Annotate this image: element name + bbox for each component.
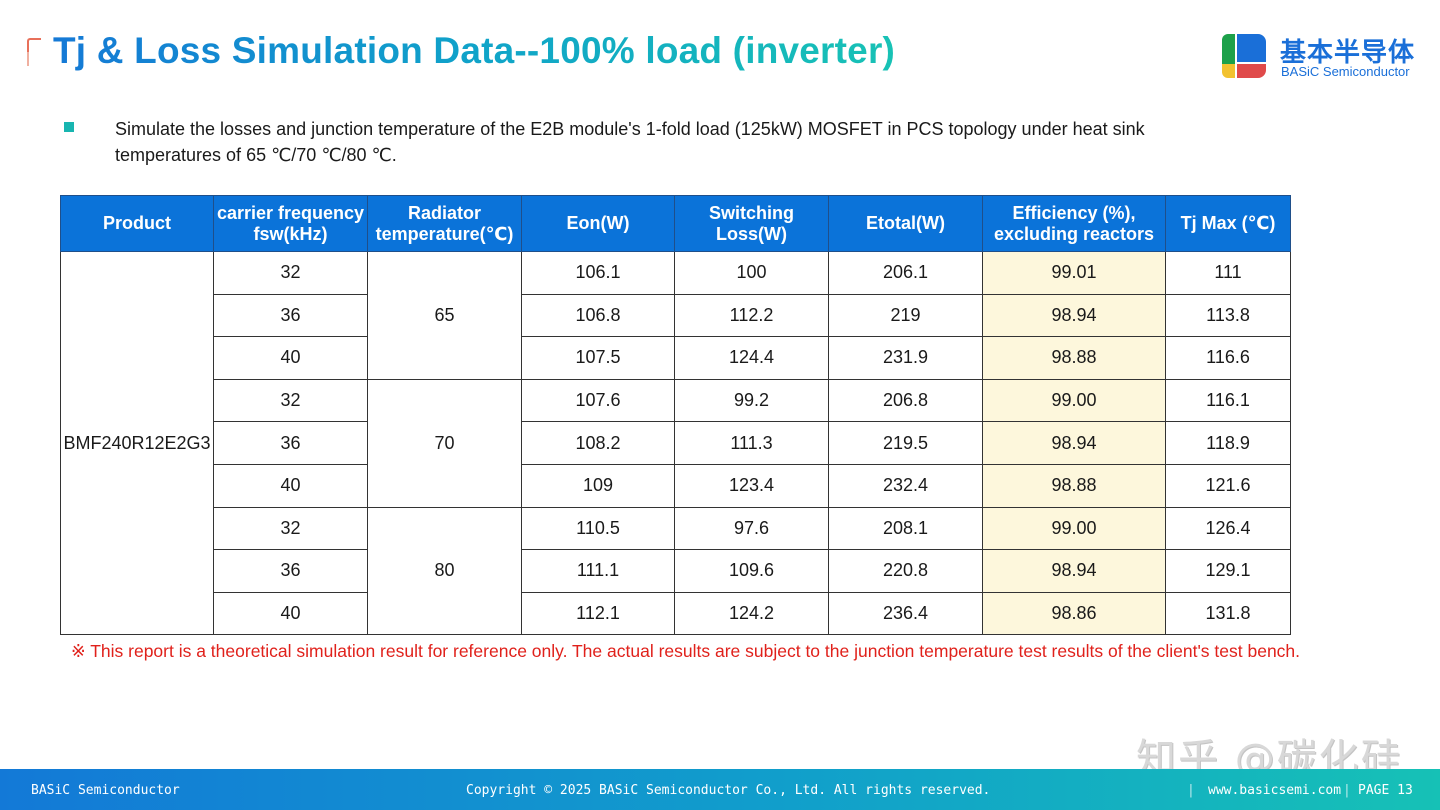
title-bracket-icon [27, 38, 41, 66]
table-row: 40 107.5 124.4 231.9 98.88 116.6 [61, 336, 1291, 380]
efficiency-cell: 99.00 [982, 506, 1166, 551]
table-row: 40 112.1 124.2 236.4 98.86 131.8 [61, 591, 1291, 636]
table-row: 36 106.8 112.2 219 98.94 113.8 [61, 293, 1291, 338]
eon-cell: 108.2 [521, 421, 675, 465]
footer-company: BASiC Semiconductor [31, 783, 180, 798]
switching-loss-cell: 124.4 [674, 336, 829, 380]
tj-max-cell: 131.8 [1165, 591, 1291, 636]
eon-cell: 107.6 [521, 378, 675, 423]
tj-max-cell: 126.4 [1165, 506, 1291, 551]
tj-max-cell: 121.6 [1165, 463, 1291, 508]
etotal-cell: 219 [828, 293, 983, 338]
tj-max-cell: 129.1 [1165, 549, 1291, 593]
header-switching-loss: Switching Loss(W) [674, 195, 829, 252]
radiator-temp-cell: 80 [367, 506, 522, 636]
radiator-temp-cell: 70 [367, 378, 522, 508]
fsw-cell: 36 [213, 549, 368, 593]
table-row: 36 108.2 111.3 219.5 98.94 118.9 [61, 421, 1291, 465]
switching-loss-cell: 124.2 [674, 591, 829, 636]
header-efficiency: Efficiency (%), excluding reactors [982, 195, 1166, 252]
disclaimer-note: ※ This report is a theoretical simulatio… [71, 641, 1301, 661]
table-row: 32 70 107.6 99.2 206.8 99.00 116.1 [61, 378, 1291, 508]
logo-mark-icon [1222, 34, 1268, 78]
tj-max-cell: 118.9 [1165, 421, 1291, 465]
etotal-cell: 219.5 [828, 421, 983, 465]
fsw-cell: 40 [213, 336, 368, 380]
efficiency-cell: 98.86 [982, 591, 1166, 636]
fsw-cell: 36 [213, 421, 368, 465]
page-title: Tj & Loss Simulation Data--100% load (in… [53, 30, 896, 71]
header-eon: Eon(W) [521, 195, 675, 252]
efficiency-cell: 99.00 [982, 378, 1166, 423]
table-row: 32 80 110.5 97.6 208.1 99.00 126.4 [61, 506, 1291, 636]
efficiency-cell: 98.94 [982, 421, 1166, 465]
eon-cell: 111.1 [521, 549, 675, 593]
efficiency-cell: 98.88 [982, 336, 1166, 380]
tj-max-cell: 116.1 [1165, 378, 1291, 423]
tj-max-cell: 113.8 [1165, 293, 1291, 338]
switching-loss-cell: 109.6 [674, 549, 829, 593]
fsw-cell: 40 [213, 591, 368, 636]
switching-loss-cell: 112.2 [674, 293, 829, 338]
eon-cell: 107.5 [521, 336, 675, 380]
fsw-cell: 36 [213, 293, 368, 338]
table-row: 40 109 123.4 232.4 98.88 121.6 [61, 463, 1291, 508]
table-row: BMF240R12E2G3 32 65 106.1 100 206.1 99.0… [60, 250, 1291, 636]
header-carrier-frequency: carrier frequency fsw(kHz) [213, 195, 368, 252]
etotal-cell: 208.1 [828, 506, 983, 551]
logo-chinese-name: 基本半导体 [1280, 38, 1416, 68]
radiator-temp-cell: 65 [367, 251, 522, 380]
etotal-cell: 206.8 [828, 378, 983, 423]
switching-loss-cell: 97.6 [674, 506, 829, 551]
fsw-cell: 40 [213, 463, 368, 508]
logo-english-name: BASiC Semiconductor [1281, 64, 1410, 79]
efficiency-cell: 98.88 [982, 463, 1166, 508]
etotal-cell: 236.4 [828, 591, 983, 636]
intro-text: Simulate the losses and junction tempera… [115, 119, 1145, 165]
footer-separator: | [1187, 783, 1195, 798]
eon-cell: 110.5 [521, 506, 675, 551]
efficiency-cell: 99.01 [982, 251, 1166, 295]
page-number: PAGE 13 [1358, 783, 1413, 798]
footer-bar: BASiC Semiconductor Copyright © 2025 BAS… [0, 769, 1440, 810]
etotal-cell: 206.1 [828, 251, 983, 295]
footer-website: www.basicsemi.com [1208, 783, 1342, 798]
header-etotal: Etotal(W) [828, 195, 983, 252]
switching-loss-cell: 111.3 [674, 421, 829, 465]
table-row: 36 111.1 109.6 220.8 98.94 129.1 [61, 549, 1291, 593]
footer-copyright: Copyright © 2025 BASiC Semiconductor Co.… [466, 783, 991, 798]
switching-loss-cell: 123.4 [674, 463, 829, 508]
tj-max-cell: 111 [1165, 251, 1291, 295]
company-logo: 基本半导体 BASiC Semiconductor [1222, 34, 1422, 80]
efficiency-cell: 98.94 [982, 549, 1166, 593]
switching-loss-cell: 100 [674, 251, 829, 295]
bullet-square-icon [64, 122, 74, 132]
etotal-cell: 220.8 [828, 549, 983, 593]
table-header: Product carrier frequency fsw(kHz) Radia… [60, 195, 1291, 252]
etotal-cell: 232.4 [828, 463, 983, 508]
fsw-cell: 32 [213, 251, 368, 295]
eon-cell: 106.1 [521, 251, 675, 295]
tj-max-cell: 116.6 [1165, 336, 1291, 380]
fsw-cell: 32 [213, 506, 368, 551]
simulation-table: Product carrier frequency fsw(kHz) Radia… [60, 195, 1291, 636]
efficiency-cell: 98.94 [982, 293, 1166, 338]
header-radiator-temperature: Radiator temperature(℃) [367, 195, 522, 252]
header-product: Product [60, 195, 214, 252]
eon-cell: 112.1 [521, 591, 675, 636]
switching-loss-cell: 99.2 [674, 378, 829, 423]
eon-cell: 106.8 [521, 293, 675, 338]
etotal-cell: 231.9 [828, 336, 983, 380]
fsw-cell: 32 [213, 378, 368, 423]
header-tj-max: Tj Max (℃) [1165, 195, 1291, 252]
eon-cell: 109 [521, 463, 675, 508]
footer-separator: | [1343, 783, 1351, 798]
table-body: BMF240R12E2G3 32 65 106.1 100 206.1 99.0… [60, 250, 1291, 636]
product-cell: BMF240R12E2G3 [60, 250, 214, 636]
